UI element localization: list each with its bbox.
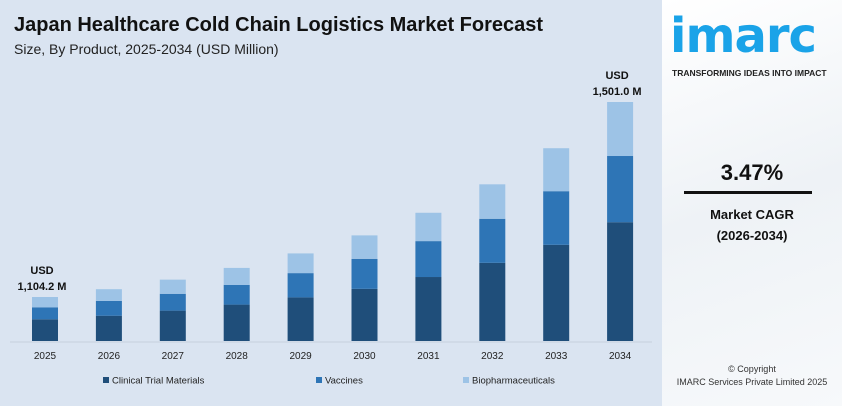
data-label-value: 1,104.2 M bbox=[18, 281, 67, 293]
bar-segment-2033-0 bbox=[543, 244, 570, 341]
x-tick-label: 2025 bbox=[34, 351, 57, 362]
cagr-label: Market CAGR bbox=[710, 207, 794, 222]
x-tick-label: 2034 bbox=[609, 351, 632, 362]
bar-segment-2034-0 bbox=[607, 222, 634, 341]
bar-segment-2033-2 bbox=[543, 148, 570, 192]
x-tick-label: 2032 bbox=[481, 351, 504, 362]
divider bbox=[684, 191, 812, 194]
bar-segment-2028-1 bbox=[223, 284, 250, 305]
tagline: TRANSFORMING IDEAS INTO IMPACT bbox=[672, 68, 827, 78]
data-label-unit: USD bbox=[30, 265, 53, 277]
bar-segment-2029-1 bbox=[287, 273, 314, 298]
x-tick-label: 2033 bbox=[545, 351, 568, 362]
bar-segment-2027-1 bbox=[159, 293, 186, 311]
bar-segment-2031-2 bbox=[415, 212, 442, 242]
bar-segment-2033-1 bbox=[543, 191, 570, 245]
sidebar: imarc TRANSFORMING IDEAS INTO IMPACT 3.4… bbox=[662, 0, 842, 406]
bar-segment-2026-2 bbox=[95, 289, 122, 301]
bar-segment-2030-0 bbox=[351, 288, 378, 341]
chart-title: Japan Healthcare Cold Chain Logistics Ma… bbox=[14, 14, 544, 36]
bar-segment-2028-2 bbox=[223, 267, 250, 285]
x-tick-label: 2027 bbox=[162, 351, 185, 362]
company-name: IMARC Services Private Limited 2025 bbox=[676, 377, 828, 387]
x-tick-label: 2029 bbox=[289, 351, 312, 362]
x-tick-label: 2026 bbox=[98, 351, 121, 362]
chart-panel: Japan Healthcare Cold Chain Logistics Ma… bbox=[0, 0, 662, 406]
cagr-value: 3.47% bbox=[720, 160, 784, 185]
bar-segment-2027-2 bbox=[159, 279, 186, 294]
legend-swatch bbox=[463, 377, 469, 383]
bar-segment-2031-1 bbox=[415, 241, 442, 278]
cagr-period: (2026-2034) bbox=[716, 228, 788, 243]
bar-segment-2026-1 bbox=[95, 300, 122, 316]
stacked-bar-chart: 2025 2026 2027 2028 2029 2030 2031 2032 2033 2034… bbox=[10, 70, 652, 387]
bar-segment-2032-0 bbox=[479, 262, 506, 341]
legend-label: Vaccines bbox=[325, 376, 363, 387]
bar-segment-2025-1 bbox=[32, 307, 58, 320]
bar-segment-2030-1 bbox=[351, 258, 378, 289]
legend-swatch bbox=[316, 377, 322, 383]
bar-segment-2028-0 bbox=[223, 304, 250, 341]
bar-segment-2034-2 bbox=[607, 102, 634, 157]
bar-segment-2032-2 bbox=[479, 184, 506, 219]
bar-segment-2027-0 bbox=[159, 310, 186, 341]
bar-segment-2026-0 bbox=[95, 315, 122, 341]
data-label-value: 1,501.0 M bbox=[593, 86, 642, 98]
x-tick-label: 2031 bbox=[417, 351, 440, 362]
legend-label: Biopharmaceuticals bbox=[472, 376, 555, 387]
bar-segment-2034-1 bbox=[607, 156, 634, 223]
bar-segment-2025-2 bbox=[32, 297, 58, 308]
cagr-label-block: Market CAGR (2026-2034) bbox=[662, 204, 842, 246]
bar-segment-2029-2 bbox=[287, 253, 314, 274]
legend-label: Clinical Trial Materials bbox=[112, 376, 205, 387]
x-tick-label: 2028 bbox=[226, 351, 249, 362]
imarc-logo: imarc bbox=[670, 8, 817, 64]
bar-segment-2032-1 bbox=[479, 218, 506, 263]
bar-segment-2025-0 bbox=[32, 319, 58, 341]
x-tick-label: 2030 bbox=[353, 351, 376, 362]
bar-segment-2029-0 bbox=[287, 297, 314, 341]
legend-swatch bbox=[103, 377, 109, 383]
copyright-block: © Copyright IMARC Services Private Limit… bbox=[662, 363, 842, 389]
copyright: © Copyright bbox=[728, 364, 776, 374]
bar-segment-2030-2 bbox=[351, 235, 378, 259]
data-label-unit: USD bbox=[605, 70, 628, 82]
chart-subtitle: Size, By Product, 2025-2034 (USD Million… bbox=[14, 41, 279, 57]
bar-segment-2031-0 bbox=[415, 277, 442, 341]
